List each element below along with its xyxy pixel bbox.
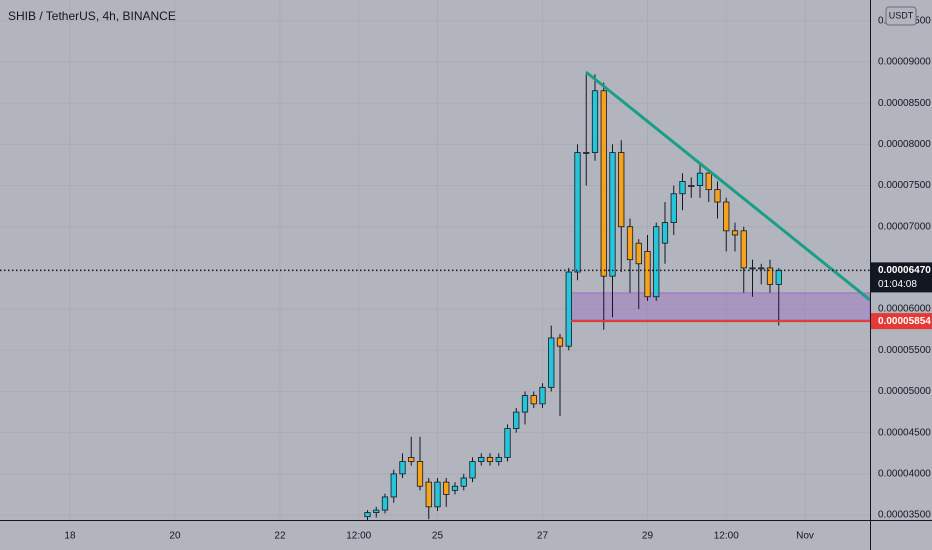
candle-body	[600, 90, 607, 277]
x-tick-label: 12:00	[714, 531, 739, 542]
candle-body	[679, 181, 686, 195]
chart-title: SHIB / TetherUS, 4h, BINANCE	[8, 9, 176, 23]
trendline	[585, 70, 871, 302]
y-tick-label: 0.00003500	[878, 510, 931, 521]
candle-body	[556, 337, 564, 347]
candle-body	[565, 271, 572, 347]
last-price-label: 0.00006470	[878, 265, 931, 276]
x-tick-label: 22	[274, 531, 286, 542]
y-tick-label: 0.00008000	[878, 139, 931, 150]
y-tick-label: 0.00005500	[878, 345, 931, 356]
support-badge	[871, 313, 932, 330]
candle-body	[740, 230, 747, 269]
candle-body	[731, 230, 739, 236]
x-tick-label: 29	[642, 531, 654, 542]
candle-body	[670, 193, 677, 223]
zone	[570, 292, 871, 321]
candle-body	[766, 267, 774, 285]
candle-body	[451, 485, 459, 491]
candle-body	[469, 461, 476, 479]
x-tick-label: 25	[432, 531, 444, 542]
y-tick-label: 0.00008500	[878, 98, 931, 109]
support-label: 0.00005854	[878, 316, 931, 327]
last-price-badge	[871, 262, 932, 293]
candle-body	[443, 481, 450, 495]
candle-body	[460, 477, 467, 487]
candle-body	[521, 395, 529, 413]
candle-body	[574, 152, 581, 273]
candle-body	[434, 481, 441, 508]
candle-body	[723, 201, 730, 232]
candle-body	[539, 386, 546, 405]
candle-body	[653, 226, 660, 298]
candle-body	[364, 512, 371, 518]
y-tick-label: 0.00004000	[878, 469, 931, 480]
x-tick-label: Nov	[796, 531, 814, 542]
y-tick-label: 0.00005000	[878, 386, 931, 397]
candle-body	[381, 496, 389, 511]
x-tick-label: 20	[169, 531, 181, 542]
countdown-label: 01:04:08	[878, 279, 917, 290]
y-tick-label: 0.00004500	[878, 427, 931, 438]
candle-body	[609, 152, 616, 277]
candle-body	[373, 509, 380, 513]
candle-body	[425, 481, 432, 508]
candle-body	[775, 269, 782, 285]
candle-body	[618, 152, 625, 228]
x-tick-label: 27	[537, 531, 549, 542]
candle-body	[548, 337, 555, 388]
candle-body	[408, 456, 415, 462]
candle-body	[714, 189, 721, 203]
candle-body	[688, 185, 695, 187]
candle-body	[661, 222, 669, 244]
candle-body	[749, 267, 756, 270]
candle-body	[530, 395, 537, 405]
candle-body	[705, 172, 712, 191]
candle-body	[390, 473, 397, 498]
currency-label[interactable]: USDT	[889, 10, 914, 20]
y-tick-label: 0.00009000	[878, 57, 931, 68]
candle-body	[758, 267, 765, 270]
candle-body	[478, 456, 485, 462]
candle-body	[696, 172, 704, 186]
candle-body	[583, 152, 590, 154]
candle-body	[495, 456, 502, 462]
x-tick-label: 18	[64, 531, 76, 542]
currency-button[interactable]	[885, 6, 917, 26]
y-tick-label: 0.00006000	[878, 304, 931, 315]
candle-body	[644, 251, 651, 298]
candle-body	[635, 242, 642, 265]
candle-body	[591, 90, 599, 153]
x-tick-label: 12:00	[346, 531, 371, 542]
candle-body	[513, 411, 520, 429]
y-tick-label: 0.00007000	[878, 221, 931, 232]
candle-body	[416, 461, 424, 487]
y-tick-label: 0.00007500	[878, 180, 931, 191]
candle-body	[399, 461, 406, 475]
candle-body	[504, 428, 511, 458]
candle-body	[626, 226, 634, 261]
candle-body	[486, 456, 494, 462]
